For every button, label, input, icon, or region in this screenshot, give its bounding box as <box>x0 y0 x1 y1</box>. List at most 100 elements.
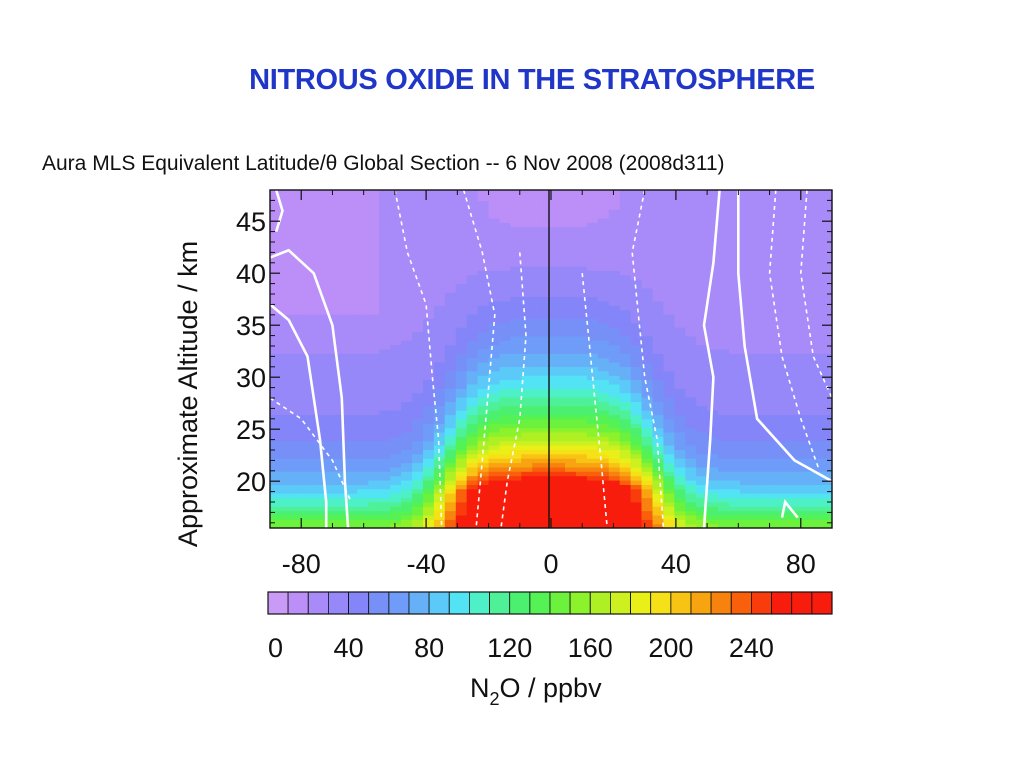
heatmap-cell <box>685 405 697 411</box>
chart-title: Aura MLS Equivalent Latitude/θ Global Se… <box>42 152 725 175</box>
heatmap-cell <box>739 440 752 446</box>
heatmap-cell <box>270 257 282 263</box>
heatmap-cell <box>608 466 621 472</box>
heatmap-cell <box>783 462 796 468</box>
heatmap-cell <box>324 493 337 499</box>
heatmap-cell <box>302 340 315 346</box>
heatmap-cell <box>663 213 675 219</box>
heatmap-cell <box>532 300 544 306</box>
heatmap-cell <box>433 327 446 333</box>
heatmap-cell <box>335 300 348 306</box>
heatmap-cell <box>718 327 730 333</box>
heatmap-cell <box>696 279 708 284</box>
heatmap-cell <box>302 397 315 402</box>
heatmap-cell <box>772 190 785 193</box>
heatmap-cell <box>586 340 599 346</box>
heatmap-cell <box>270 235 282 241</box>
heatmap-cell <box>783 248 796 254</box>
heatmap-cell <box>412 397 424 402</box>
heatmap-cell <box>783 388 796 394</box>
heatmap-cell <box>576 196 588 201</box>
heatmap-cell <box>412 296 424 302</box>
heatmap-cell <box>324 231 337 236</box>
heatmap-cell <box>761 217 774 223</box>
heatmap-cell <box>270 436 282 442</box>
heatmap-cell <box>313 318 326 324</box>
heatmap-cell <box>576 292 588 298</box>
heatmap-cell <box>379 431 391 437</box>
y-tick-label: 30 <box>236 363 266 393</box>
heatmap-cell <box>280 353 293 359</box>
heatmap-cell <box>794 392 806 398</box>
heatmap-cell <box>510 190 522 193</box>
heatmap-cell <box>532 497 544 503</box>
heatmap-cell <box>335 292 348 298</box>
heatmap-cell <box>794 497 806 503</box>
heatmap-cell <box>619 379 632 385</box>
heatmap-cell <box>455 265 468 271</box>
heatmap-cell <box>707 239 719 245</box>
heatmap-cell <box>532 252 544 258</box>
heatmap-cell <box>718 431 730 437</box>
heatmap-cell <box>390 436 402 442</box>
heatmap-cell <box>586 357 599 363</box>
heatmap-cell <box>674 453 686 459</box>
heatmap-cell <box>412 514 424 520</box>
heatmap-cell <box>783 217 796 223</box>
heatmap-cell <box>280 445 293 450</box>
heatmap-cell <box>532 475 544 481</box>
heatmap-cell <box>586 190 599 193</box>
heatmap-cell <box>510 453 522 459</box>
heatmap-cell <box>750 217 763 223</box>
heatmap-cell <box>499 519 511 525</box>
heatmap-cell <box>761 292 774 298</box>
heatmap-cell <box>630 388 643 394</box>
heatmap-cell <box>379 353 391 359</box>
heatmap-cell <box>444 458 457 464</box>
heatmap-cell <box>608 458 621 464</box>
heatmap-cell <box>685 283 697 289</box>
heatmap-cell <box>729 322 741 328</box>
heatmap-cell <box>488 519 501 525</box>
heatmap-cell <box>805 471 817 477</box>
heatmap-cell <box>368 265 380 271</box>
heatmap-cell <box>619 514 632 520</box>
heatmap-cell <box>718 488 730 494</box>
heatmap-cell <box>630 484 643 490</box>
heatmap-cell <box>270 296 282 302</box>
heatmap-cell <box>455 217 468 223</box>
heatmap-cell <box>357 296 369 302</box>
heatmap-cell <box>565 190 577 193</box>
heatmap-cell <box>554 427 566 433</box>
heatmap-cell <box>477 484 490 490</box>
heatmap-cell <box>729 226 741 232</box>
heatmap-cell <box>685 431 697 437</box>
heatmap-cell <box>652 488 664 494</box>
heatmap-cell <box>390 190 402 193</box>
heatmap-cell <box>750 510 763 516</box>
heatmap-cell <box>379 445 391 450</box>
heatmap-cell <box>379 519 391 525</box>
heatmap-cell <box>772 270 785 276</box>
heatmap-cell <box>313 209 326 215</box>
heatmap-cell <box>827 252 832 258</box>
heatmap-cell <box>324 305 337 311</box>
heatmap-cell <box>302 514 315 520</box>
heatmap-cell <box>324 226 337 232</box>
heatmap-cell <box>750 274 763 280</box>
heatmap-cell <box>783 314 796 319</box>
heatmap-cell <box>313 471 326 477</box>
heatmap-cell <box>433 335 446 341</box>
heatmap-cell <box>576 300 588 306</box>
heatmap-cell <box>488 484 501 490</box>
heatmap-cell <box>718 305 730 311</box>
heatmap-cell <box>313 314 326 319</box>
heatmap-cell <box>565 392 577 398</box>
heatmap-cell <box>280 493 293 499</box>
heatmap-cell <box>663 287 675 293</box>
heatmap-cell <box>565 239 577 245</box>
heatmap-cell <box>586 283 599 289</box>
heatmap-cell <box>805 484 817 490</box>
colorbar-swatch <box>751 591 772 615</box>
heatmap-cell <box>696 296 708 302</box>
